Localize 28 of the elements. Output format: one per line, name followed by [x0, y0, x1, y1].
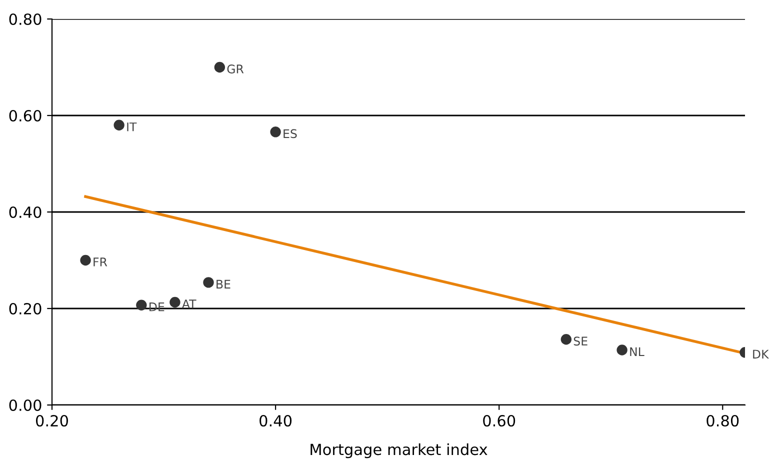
- point: [170, 296, 180, 308]
- y-tick-label: 0.80: [9, 13, 42, 26]
- y-tick-label: 0.20: [9, 302, 42, 315]
- point: [80, 254, 91, 266]
- point: [616, 344, 628, 356]
- annotation: AT: [182, 300, 196, 308]
- point: [560, 334, 572, 345]
- annotation: ES: [284, 129, 297, 138]
- x-tick-label: 0.40: [260, 414, 292, 427]
- point: [203, 277, 214, 288]
- point: [136, 300, 147, 310]
- annotation: GR: [227, 64, 244, 74]
- x-tick-label: 0.80: [706, 414, 739, 427]
- point: [114, 120, 124, 131]
- y-tick-label: 0.60: [9, 110, 42, 122]
- annotation: SE: [574, 336, 588, 346]
- point: [214, 62, 226, 73]
- annotation: DK: [753, 350, 770, 358]
- point: [270, 126, 281, 138]
- annotation: IT: [127, 122, 137, 132]
- y-tick-label: 0.00: [9, 399, 42, 412]
- y-tick-label: 0.40: [9, 206, 42, 218]
- annotation: NL: [630, 347, 644, 356]
- x-tick-label: 0.20: [36, 414, 68, 427]
- annotation: FR: [94, 258, 108, 266]
- x-tick-label: 0.60: [483, 414, 516, 427]
- annotation: BE: [216, 280, 230, 288]
- x-axis-title: Mortgage market index: [310, 443, 488, 458]
